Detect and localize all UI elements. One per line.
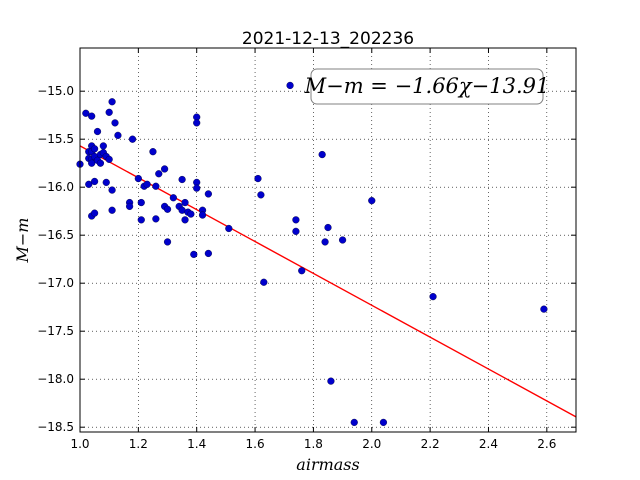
data-point — [429, 293, 437, 301]
data-point — [152, 215, 160, 223]
data-point — [254, 174, 262, 183]
data-point — [105, 155, 113, 163]
data-point — [126, 202, 134, 211]
data-point — [96, 159, 105, 167]
x-tick-label: 1.8 — [304, 437, 323, 451]
data-point — [99, 142, 107, 150]
data-point — [350, 418, 358, 427]
axis-ticks: 1.0 1.2 1.4 1.6 1.8 2.0 2.2 2.4 2.6 −15.0 −15.5 −16… — [37, 48, 576, 451]
x-tick-label: 1.2 — [129, 437, 148, 451]
data-point — [257, 191, 265, 199]
data-point — [178, 175, 186, 184]
data-point — [137, 216, 145, 224]
data-point — [286, 81, 294, 90]
data-point — [193, 119, 201, 127]
y-tick-label: −15.5 — [37, 132, 74, 146]
data-point — [155, 170, 163, 178]
data-point — [90, 209, 99, 217]
data-point — [90, 177, 99, 186]
data-point — [163, 205, 172, 213]
data-point — [88, 112, 96, 120]
data-point — [292, 227, 300, 235]
y-tick-label: −15.0 — [37, 84, 74, 98]
y-tick-label: −16.0 — [37, 180, 74, 194]
data-point — [90, 145, 99, 153]
fit-equation-frame — [310, 68, 544, 105]
data-point — [152, 182, 160, 190]
data-point — [187, 210, 195, 218]
fit-line — [79, 145, 577, 418]
data-point — [93, 127, 102, 136]
y-tick-label: −18.5 — [37, 420, 74, 434]
data-point — [181, 198, 189, 207]
x-tick-label: 1.0 — [70, 437, 89, 451]
data-point — [292, 216, 300, 224]
data-point — [204, 249, 212, 258]
data-point — [204, 190, 212, 198]
data-point — [134, 174, 142, 183]
data-point — [379, 418, 388, 427]
data-point — [338, 236, 347, 244]
data-point — [111, 119, 119, 127]
y-axis-label: M−m — [13, 218, 32, 264]
data-point — [298, 267, 306, 275]
x-tick-label: 2.4 — [479, 437, 498, 451]
data-point — [108, 186, 116, 194]
data-point — [161, 165, 169, 173]
fit-equation-box: M−m = −1.66χ−13.91 — [304, 68, 550, 105]
data-point — [114, 131, 122, 139]
x-tick-label: 2.6 — [537, 437, 556, 451]
data-point — [225, 224, 233, 233]
x-tick-label: 1.4 — [187, 437, 206, 451]
data-point — [327, 377, 335, 385]
plot-frame — [79, 47, 577, 433]
data-point — [102, 178, 110, 187]
x-tick-label: 2.0 — [362, 437, 381, 451]
data-point — [190, 250, 198, 259]
data-point — [540, 305, 548, 313]
y-tick-label: −16.5 — [37, 228, 74, 242]
data-point — [321, 238, 329, 246]
data-point — [108, 206, 116, 214]
data-point — [82, 109, 90, 117]
data-point — [198, 211, 207, 219]
data-point — [193, 184, 201, 192]
data-point — [108, 98, 116, 106]
fit-equation: M−m = −1.66χ−13.91 — [304, 74, 550, 98]
y-tick-label: −17.0 — [37, 276, 74, 290]
data-point — [318, 150, 326, 159]
data-point — [143, 180, 151, 188]
y-tick-label: −18.0 — [37, 372, 74, 386]
y-tick-label: −17.5 — [37, 324, 74, 338]
data-point — [149, 148, 157, 156]
data-points — [76, 81, 548, 427]
data-point — [105, 108, 113, 116]
data-point — [128, 135, 137, 143]
data-point — [324, 223, 332, 232]
x-tick-label: 1.6 — [246, 437, 265, 451]
data-point — [368, 197, 376, 205]
data-point — [85, 180, 93, 188]
x-tick-label: 2.2 — [421, 437, 440, 451]
x-axis-label: airmass — [296, 455, 359, 474]
fit-line-group — [79, 145, 577, 418]
data-point — [88, 159, 96, 167]
data-point — [169, 194, 177, 202]
data-point — [260, 278, 268, 286]
chart-title: 2021-12-13_202236 — [242, 29, 414, 49]
data-point — [181, 216, 189, 224]
data-point — [163, 238, 172, 246]
data-point — [137, 198, 145, 207]
